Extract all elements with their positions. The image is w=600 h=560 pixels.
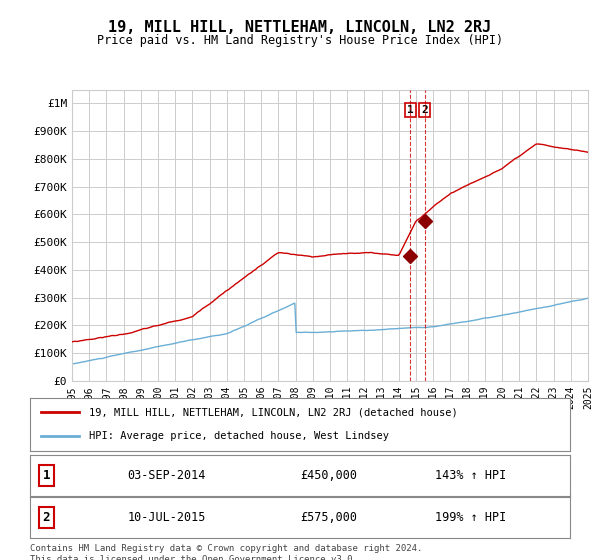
Text: 1: 1 <box>407 105 413 115</box>
Text: 19, MILL HILL, NETTLEHAM, LINCOLN, LN2 2RJ: 19, MILL HILL, NETTLEHAM, LINCOLN, LN2 2… <box>109 20 491 35</box>
Text: £450,000: £450,000 <box>300 469 357 482</box>
Text: Price paid vs. HM Land Registry's House Price Index (HPI): Price paid vs. HM Land Registry's House … <box>97 34 503 46</box>
Text: 19, MILL HILL, NETTLEHAM, LINCOLN, LN2 2RJ (detached house): 19, MILL HILL, NETTLEHAM, LINCOLN, LN2 2… <box>89 408 458 418</box>
Text: 10-JUL-2015: 10-JUL-2015 <box>127 511 206 524</box>
Text: 2: 2 <box>43 511 50 524</box>
Text: 2: 2 <box>421 105 428 115</box>
Text: 03-SEP-2014: 03-SEP-2014 <box>127 469 206 482</box>
Text: 199% ↑ HPI: 199% ↑ HPI <box>435 511 506 524</box>
Text: £575,000: £575,000 <box>300 511 357 524</box>
Text: 143% ↑ HPI: 143% ↑ HPI <box>435 469 506 482</box>
Text: HPI: Average price, detached house, West Lindsey: HPI: Average price, detached house, West… <box>89 431 389 441</box>
Text: 1: 1 <box>43 469 50 482</box>
Text: Contains HM Land Registry data © Crown copyright and database right 2024.
This d: Contains HM Land Registry data © Crown c… <box>30 544 422 560</box>
